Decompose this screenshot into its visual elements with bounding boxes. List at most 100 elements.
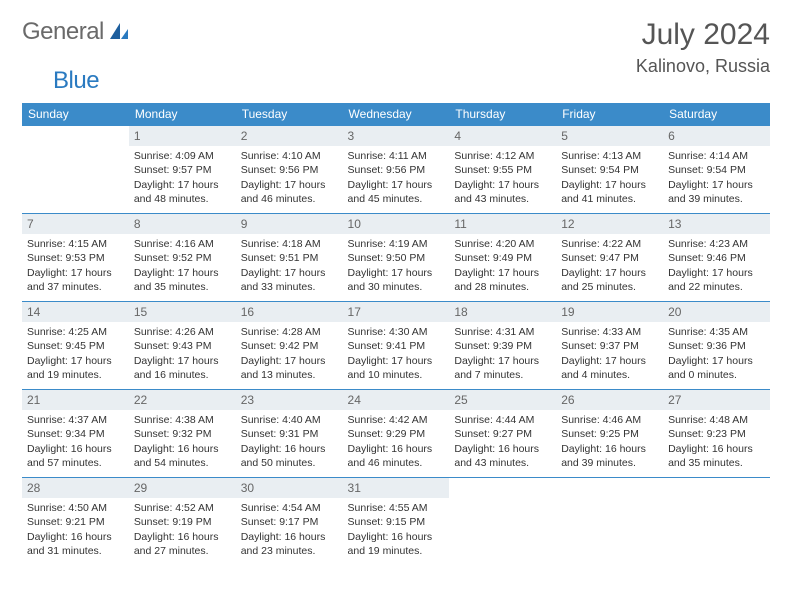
day-number: 18: [449, 302, 556, 322]
sunset-line: Sunset: 9:57 PM: [134, 163, 231, 177]
sunrise-line: Sunrise: 4:28 AM: [241, 325, 338, 339]
daylight-line: Daylight: 17 hours and 35 minutes.: [134, 266, 231, 294]
day-number: 13: [663, 214, 770, 234]
calendar-row: 14Sunrise: 4:25 AMSunset: 9:45 PMDayligh…: [22, 302, 770, 390]
sunrise-line: Sunrise: 4:18 AM: [241, 237, 338, 251]
day-number: 22: [129, 390, 236, 410]
daylight-line: Daylight: 17 hours and 25 minutes.: [561, 266, 658, 294]
calendar-cell: 9Sunrise: 4:18 AMSunset: 9:51 PMDaylight…: [236, 214, 343, 302]
calendar-body: 1Sunrise: 4:09 AMSunset: 9:57 PMDaylight…: [22, 126, 770, 566]
sunset-line: Sunset: 9:56 PM: [348, 163, 445, 177]
day-content: Sunrise: 4:50 AMSunset: 9:21 PMDaylight:…: [22, 498, 129, 563]
calendar-row: 1Sunrise: 4:09 AMSunset: 9:57 PMDaylight…: [22, 126, 770, 214]
day-content: Sunrise: 4:48 AMSunset: 9:23 PMDaylight:…: [663, 410, 770, 475]
calendar-cell: 24Sunrise: 4:42 AMSunset: 9:29 PMDayligh…: [343, 390, 450, 478]
sunset-line: Sunset: 9:36 PM: [668, 339, 765, 353]
sunset-line: Sunset: 9:34 PM: [27, 427, 124, 441]
day-content: Sunrise: 4:31 AMSunset: 9:39 PMDaylight:…: [449, 322, 556, 387]
day-number: 24: [343, 390, 450, 410]
daylight-line: Daylight: 17 hours and 13 minutes.: [241, 354, 338, 382]
calendar-cell: 21Sunrise: 4:37 AMSunset: 9:34 PMDayligh…: [22, 390, 129, 478]
sunset-line: Sunset: 9:41 PM: [348, 339, 445, 353]
sunset-line: Sunset: 9:17 PM: [241, 515, 338, 529]
sunset-line: Sunset: 9:29 PM: [348, 427, 445, 441]
day-number: 8: [129, 214, 236, 234]
calendar-cell: 10Sunrise: 4:19 AMSunset: 9:50 PMDayligh…: [343, 214, 450, 302]
daylight-line: Daylight: 16 hours and 23 minutes.: [241, 530, 338, 558]
sunrise-line: Sunrise: 4:52 AM: [134, 501, 231, 515]
sunrise-line: Sunrise: 4:50 AM: [27, 501, 124, 515]
logo-text-blue: Blue: [53, 67, 99, 94]
day-number: 26: [556, 390, 663, 410]
sunrise-line: Sunrise: 4:38 AM: [134, 413, 231, 427]
sunset-line: Sunset: 9:55 PM: [454, 163, 551, 177]
logo-sail-icon: [108, 21, 130, 43]
calendar-cell: 15Sunrise: 4:26 AMSunset: 9:43 PMDayligh…: [129, 302, 236, 390]
calendar-cell: 31Sunrise: 4:55 AMSunset: 9:15 PMDayligh…: [343, 478, 450, 566]
calendar-cell: 8Sunrise: 4:16 AMSunset: 9:52 PMDaylight…: [129, 214, 236, 302]
daylight-line: Daylight: 16 hours and 27 minutes.: [134, 530, 231, 558]
day-number: 11: [449, 214, 556, 234]
sunset-line: Sunset: 9:51 PM: [241, 251, 338, 265]
calendar-cell: 29Sunrise: 4:52 AMSunset: 9:19 PMDayligh…: [129, 478, 236, 566]
sunrise-line: Sunrise: 4:16 AM: [134, 237, 231, 251]
sunrise-line: Sunrise: 4:35 AM: [668, 325, 765, 339]
calendar-table: Sunday Monday Tuesday Wednesday Thursday…: [22, 103, 770, 566]
day-content: Sunrise: 4:52 AMSunset: 9:19 PMDaylight:…: [129, 498, 236, 563]
sunset-line: Sunset: 9:54 PM: [561, 163, 658, 177]
day-number: 10: [343, 214, 450, 234]
daylight-line: Daylight: 17 hours and 22 minutes.: [668, 266, 765, 294]
calendar-cell: 13Sunrise: 4:23 AMSunset: 9:46 PMDayligh…: [663, 214, 770, 302]
day-content: Sunrise: 4:23 AMSunset: 9:46 PMDaylight:…: [663, 234, 770, 299]
logo: General: [22, 18, 132, 46]
sunset-line: Sunset: 9:27 PM: [454, 427, 551, 441]
sunrise-line: Sunrise: 4:19 AM: [348, 237, 445, 251]
daylight-line: Daylight: 17 hours and 48 minutes.: [134, 178, 231, 206]
sunset-line: Sunset: 9:56 PM: [241, 163, 338, 177]
calendar-cell: 16Sunrise: 4:28 AMSunset: 9:42 PMDayligh…: [236, 302, 343, 390]
day-content: Sunrise: 4:11 AMSunset: 9:56 PMDaylight:…: [343, 146, 450, 211]
day-number: 23: [236, 390, 343, 410]
calendar-cell: 30Sunrise: 4:54 AMSunset: 9:17 PMDayligh…: [236, 478, 343, 566]
daylight-line: Daylight: 17 hours and 28 minutes.: [454, 266, 551, 294]
daylight-line: Daylight: 17 hours and 46 minutes.: [241, 178, 338, 206]
daylight-line: Daylight: 16 hours and 19 minutes.: [348, 530, 445, 558]
weekday-header: Friday: [556, 103, 663, 126]
sunrise-line: Sunrise: 4:55 AM: [348, 501, 445, 515]
sunrise-line: Sunrise: 4:26 AM: [134, 325, 231, 339]
day-content: Sunrise: 4:54 AMSunset: 9:17 PMDaylight:…: [236, 498, 343, 563]
sunrise-line: Sunrise: 4:12 AM: [454, 149, 551, 163]
calendar-cell: [449, 478, 556, 566]
day-content: Sunrise: 4:22 AMSunset: 9:47 PMDaylight:…: [556, 234, 663, 299]
sunrise-line: Sunrise: 4:14 AM: [668, 149, 765, 163]
weekday-header: Monday: [129, 103, 236, 126]
weekday-header: Sunday: [22, 103, 129, 126]
sunset-line: Sunset: 9:50 PM: [348, 251, 445, 265]
day-number: 31: [343, 478, 450, 498]
calendar-cell: 12Sunrise: 4:22 AMSunset: 9:47 PMDayligh…: [556, 214, 663, 302]
day-number: 2: [236, 126, 343, 146]
sunset-line: Sunset: 9:39 PM: [454, 339, 551, 353]
daylight-line: Daylight: 16 hours and 57 minutes.: [27, 442, 124, 470]
calendar-cell: [22, 126, 129, 214]
calendar-row: 21Sunrise: 4:37 AMSunset: 9:34 PMDayligh…: [22, 390, 770, 478]
calendar-cell: 25Sunrise: 4:44 AMSunset: 9:27 PMDayligh…: [449, 390, 556, 478]
day-content: Sunrise: 4:28 AMSunset: 9:42 PMDaylight:…: [236, 322, 343, 387]
sunrise-line: Sunrise: 4:09 AM: [134, 149, 231, 163]
day-number: 28: [22, 478, 129, 498]
sunset-line: Sunset: 9:53 PM: [27, 251, 124, 265]
daylight-line: Daylight: 17 hours and 0 minutes.: [668, 354, 765, 382]
daylight-line: Daylight: 17 hours and 41 minutes.: [561, 178, 658, 206]
sunrise-line: Sunrise: 4:40 AM: [241, 413, 338, 427]
day-content: Sunrise: 4:15 AMSunset: 9:53 PMDaylight:…: [22, 234, 129, 299]
calendar-cell: 2Sunrise: 4:10 AMSunset: 9:56 PMDaylight…: [236, 126, 343, 214]
calendar-cell: 3Sunrise: 4:11 AMSunset: 9:56 PMDaylight…: [343, 126, 450, 214]
day-content: Sunrise: 4:09 AMSunset: 9:57 PMDaylight:…: [129, 146, 236, 211]
day-content: Sunrise: 4:16 AMSunset: 9:52 PMDaylight:…: [129, 234, 236, 299]
day-content: Sunrise: 4:33 AMSunset: 9:37 PMDaylight:…: [556, 322, 663, 387]
calendar-cell: 7Sunrise: 4:15 AMSunset: 9:53 PMDaylight…: [22, 214, 129, 302]
sunrise-line: Sunrise: 4:25 AM: [27, 325, 124, 339]
daylight-line: Daylight: 17 hours and 4 minutes.: [561, 354, 658, 382]
sunset-line: Sunset: 9:47 PM: [561, 251, 658, 265]
calendar-cell: 17Sunrise: 4:30 AMSunset: 9:41 PMDayligh…: [343, 302, 450, 390]
